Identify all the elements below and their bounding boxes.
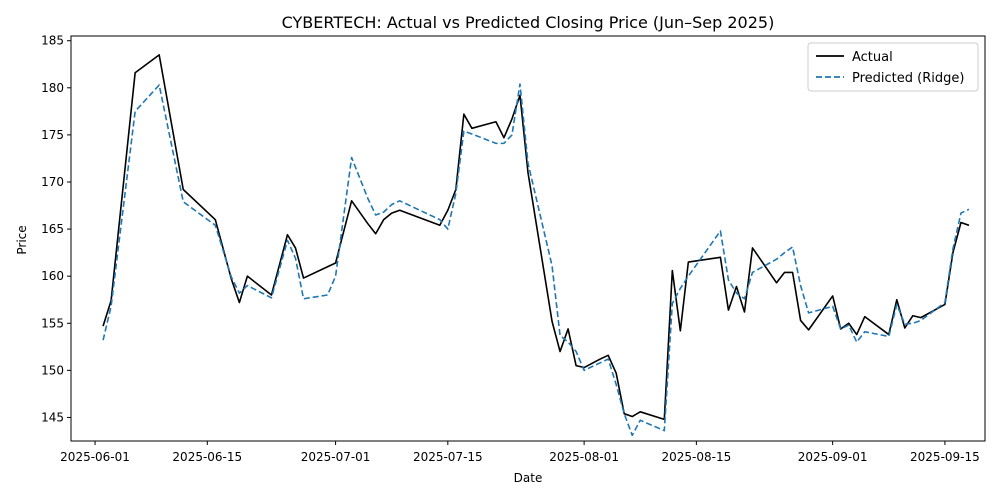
x-tick-label: 2025-06-01 <box>60 450 130 464</box>
y-tick-label: 175 <box>41 128 64 142</box>
legend-box <box>807 42 979 92</box>
x-tick-label: 2025-07-01 <box>301 450 371 464</box>
y-tick-label: 180 <box>41 81 64 95</box>
x-tick-label: 2025-08-01 <box>549 450 619 464</box>
x-tick-label: 2025-09-01 <box>798 450 868 464</box>
y-tick-label: 160 <box>41 269 64 283</box>
chart-title: CYBERTECH: Actual vs Predicted Closing P… <box>282 13 775 32</box>
x-axis-label: Date <box>514 471 543 485</box>
y-tick-label: 150 <box>41 363 64 377</box>
x-tick-label: 2025-08-15 <box>661 450 731 464</box>
x-axis: 2025-06-01 2025-06-15 2025-07-01 2025-07-15… <box>60 441 980 464</box>
y-tick-label: 155 <box>41 316 64 330</box>
x-tick-label: 2025-07-15 <box>413 450 483 464</box>
plot-frame <box>70 35 986 442</box>
y-axis-label: Price <box>15 225 29 254</box>
plot-area <box>70 35 986 442</box>
legend-label-actual: Actual <box>852 50 893 65</box>
y-tick-label: 165 <box>41 222 64 236</box>
x-tick-label: 2025-09-15 <box>910 450 980 464</box>
y-axis: 145 150 155 160 165 170 175 180 185 <box>41 34 71 424</box>
y-tick-label: 170 <box>41 175 64 189</box>
legend-label-predicted: Predicted (Ridge) <box>852 71 964 86</box>
y-tick-label: 185 <box>41 34 64 48</box>
series-line-predicted <box>102 83 970 437</box>
legend: Actual Predicted (Ridge) <box>807 42 979 92</box>
x-tick-label: 2025-06-15 <box>172 450 242 464</box>
series-line-actual <box>102 54 970 421</box>
y-tick-label: 145 <box>41 410 64 424</box>
